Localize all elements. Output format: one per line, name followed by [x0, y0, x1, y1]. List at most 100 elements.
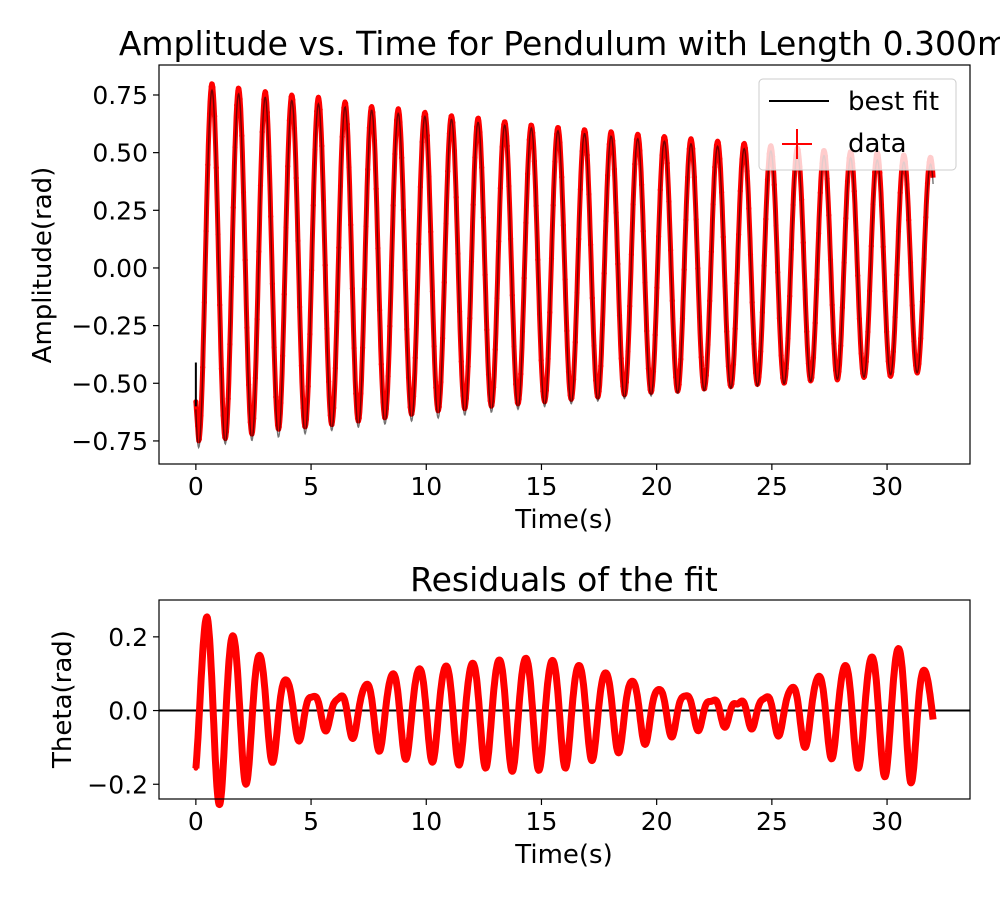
residual-point: [795, 699, 801, 705]
residual-point: [484, 764, 489, 769]
amplitude-ytick-label: 0.50: [92, 139, 148, 168]
residual-point: [395, 692, 401, 698]
residual-point: [247, 754, 253, 760]
data-point: [423, 111, 429, 117]
residual-point: [372, 719, 377, 725]
residual-point: [436, 704, 442, 709]
residual-point: [204, 614, 210, 620]
residual-point: [754, 710, 760, 716]
residual-point: [193, 765, 199, 771]
data-point: [448, 113, 454, 119]
residual-point: [665, 722, 671, 728]
residual-point: [285, 679, 290, 684]
residual-point: [864, 677, 870, 683]
residual-point: [771, 717, 777, 722]
residual-point: [716, 704, 722, 710]
residual-point: [302, 710, 308, 716]
residual-point: [648, 711, 654, 717]
data-point: [395, 106, 401, 112]
residual-point: [779, 722, 785, 727]
residual-point: [673, 717, 679, 723]
data-point: [688, 136, 694, 142]
residual-point: [218, 793, 224, 799]
residual-point: [800, 736, 805, 742]
residual-point: [427, 747, 433, 752]
residual-point: [912, 752, 918, 758]
residual-point: [910, 770, 916, 776]
data-point: [475, 115, 481, 121]
residual-point: [877, 729, 883, 735]
residual-point: [530, 704, 535, 710]
residual-point: [632, 682, 638, 688]
residual-point: [421, 679, 426, 685]
residuals-xtick-label: 5: [303, 807, 319, 836]
residual-point: [618, 742, 624, 748]
residual-point: [577, 663, 583, 669]
residual-point: [220, 772, 226, 778]
residual-point: [263, 693, 268, 699]
residual-point: [536, 767, 542, 773]
residual-point: [563, 765, 568, 771]
residual-point: [811, 690, 816, 696]
residual-point: [474, 681, 480, 686]
residual-point: [714, 699, 720, 705]
data-point: [235, 85, 241, 91]
residual-point: [481, 756, 486, 761]
residual-point: [379, 736, 385, 742]
residual-point: [688, 697, 693, 703]
amplitude-chart-ylabel: Amplitude(rad): [28, 167, 58, 364]
residual-point: [609, 696, 614, 702]
residual-point: [506, 744, 512, 750]
residual-point: [770, 707, 775, 713]
residual-point: [206, 623, 211, 629]
residual-point: [370, 705, 376, 710]
residual-point: [425, 730, 431, 736]
residual-point: [403, 756, 409, 762]
residual-point: [624, 692, 630, 697]
residual-point: [221, 743, 227, 749]
residual-point: [485, 754, 491, 759]
residual-point: [266, 734, 271, 739]
residual-point: [492, 681, 497, 686]
residual-point: [901, 684, 906, 690]
data-point: [210, 84, 216, 91]
residual-point: [514, 736, 519, 742]
residual-point: [479, 739, 485, 745]
data-point: [343, 100, 349, 106]
residual-point: [270, 758, 276, 764]
residual-point: [616, 749, 622, 755]
residual-point: [767, 695, 772, 701]
residual-point: [353, 728, 358, 734]
residual-point: [253, 668, 259, 673]
residual-point: [605, 675, 611, 681]
residual-point: [430, 759, 436, 765]
residual-point: [776, 733, 782, 739]
residual-point: [515, 715, 521, 720]
residual-point: [435, 721, 440, 727]
amplitude-axes-frame: [158, 64, 971, 465]
residual-point: [433, 739, 439, 745]
residual-point: [419, 670, 425, 676]
residual-point: [898, 651, 903, 657]
residual-point: [896, 646, 902, 652]
residuals-axes-frame: [158, 599, 971, 800]
data-point: [635, 132, 641, 138]
residuals-chart-ylabel: Theta(rad): [48, 630, 78, 769]
residual-point: [251, 684, 257, 690]
residual-point: [929, 708, 935, 714]
residual-point: [422, 693, 428, 699]
residual-point: [212, 745, 218, 751]
residual-point: [550, 658, 556, 663]
residual-point: [659, 689, 665, 695]
residual-point: [354, 718, 360, 724]
residual-point: [560, 748, 565, 754]
residual-point: [490, 698, 496, 703]
residual-point: [852, 742, 858, 748]
residual-point: [378, 745, 384, 751]
residual-point: [348, 731, 354, 737]
residual-point: [572, 677, 578, 682]
residual-point: [258, 654, 263, 660]
residual-point: [503, 701, 508, 707]
residual-point: [240, 764, 246, 769]
residual-point: [198, 686, 204, 692]
